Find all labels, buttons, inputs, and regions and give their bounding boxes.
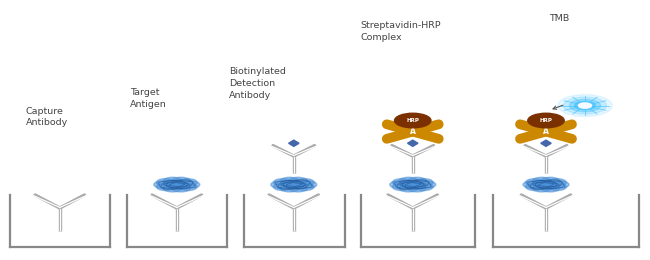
Circle shape bbox=[289, 184, 307, 192]
Circle shape bbox=[154, 181, 173, 188]
Circle shape bbox=[399, 177, 418, 185]
Circle shape bbox=[298, 181, 317, 188]
Circle shape bbox=[295, 183, 314, 191]
Circle shape bbox=[528, 113, 564, 128]
Circle shape bbox=[564, 97, 606, 114]
Circle shape bbox=[172, 184, 190, 192]
Circle shape bbox=[569, 99, 601, 112]
Circle shape bbox=[163, 177, 182, 185]
Circle shape bbox=[399, 184, 418, 192]
Text: Capture
Antibody: Capture Antibody bbox=[26, 107, 68, 127]
Circle shape bbox=[578, 103, 592, 108]
Polygon shape bbox=[541, 140, 551, 146]
Circle shape bbox=[414, 179, 433, 186]
Text: Streptavidin-HRP
Complex: Streptavidin-HRP Complex bbox=[361, 21, 441, 42]
Circle shape bbox=[532, 177, 551, 185]
Circle shape bbox=[547, 183, 566, 191]
Circle shape bbox=[274, 183, 292, 191]
Circle shape bbox=[526, 179, 545, 186]
Text: Target
Antigen: Target Antigen bbox=[130, 88, 167, 109]
Circle shape bbox=[280, 177, 299, 185]
Text: TMB: TMB bbox=[549, 14, 569, 23]
Circle shape bbox=[393, 179, 411, 186]
Circle shape bbox=[289, 177, 307, 185]
Circle shape bbox=[163, 184, 182, 192]
Circle shape bbox=[393, 183, 411, 191]
Circle shape bbox=[414, 183, 433, 191]
Polygon shape bbox=[289, 140, 299, 146]
Circle shape bbox=[271, 181, 290, 188]
Circle shape bbox=[172, 177, 190, 185]
Circle shape bbox=[558, 95, 612, 116]
Text: HRP: HRP bbox=[406, 118, 419, 123]
FancyArrowPatch shape bbox=[553, 105, 563, 109]
Circle shape bbox=[408, 184, 426, 192]
Text: Biotinylated
Detection
Antibody: Biotinylated Detection Antibody bbox=[229, 67, 285, 100]
Circle shape bbox=[536, 181, 556, 188]
Circle shape bbox=[550, 181, 569, 188]
Circle shape bbox=[181, 181, 200, 188]
Circle shape bbox=[157, 183, 176, 191]
Circle shape bbox=[395, 113, 431, 128]
Circle shape bbox=[178, 179, 197, 186]
Circle shape bbox=[408, 177, 426, 185]
Circle shape bbox=[541, 184, 560, 192]
Circle shape bbox=[417, 181, 436, 188]
Circle shape bbox=[280, 184, 299, 192]
Circle shape bbox=[541, 177, 560, 185]
Circle shape bbox=[284, 181, 304, 188]
Circle shape bbox=[157, 179, 176, 186]
Circle shape bbox=[295, 179, 314, 186]
Circle shape bbox=[403, 181, 422, 188]
Circle shape bbox=[523, 181, 542, 188]
Text: A: A bbox=[410, 127, 416, 136]
Circle shape bbox=[547, 179, 566, 186]
Text: HRP: HRP bbox=[540, 118, 552, 123]
Circle shape bbox=[532, 184, 551, 192]
Circle shape bbox=[178, 183, 197, 191]
Circle shape bbox=[274, 179, 292, 186]
Circle shape bbox=[526, 183, 545, 191]
Circle shape bbox=[390, 181, 409, 188]
Polygon shape bbox=[408, 140, 418, 146]
Text: A: A bbox=[543, 127, 549, 136]
Circle shape bbox=[167, 181, 187, 188]
Circle shape bbox=[575, 101, 595, 110]
